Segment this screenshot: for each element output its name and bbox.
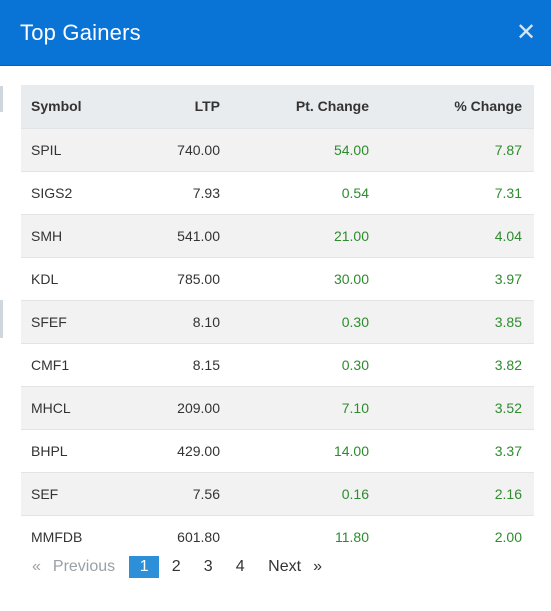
pct-change-cell: 4.04 (494, 227, 522, 244)
symbol-cell: SFEF (31, 313, 67, 330)
pt-change-cell: 0.30 (341, 313, 369, 330)
symbol-cell: CMF1 (31, 356, 70, 373)
column-header-pct-change[interactable]: % Change (454, 98, 522, 115)
table-row[interactable]: MHCL 209.00 7.10 3.52 (21, 386, 534, 429)
table-row[interactable]: SMH 541.00 21.00 4.04 (21, 214, 534, 257)
symbol-cell: MMFDB (31, 528, 83, 545)
ltp-cell: 7.56 (192, 485, 220, 502)
ltp-cell: 785.00 (177, 270, 220, 287)
column-header-pt-change[interactable]: Pt. Change (295, 98, 369, 115)
symbol-cell: BHPL (31, 442, 68, 459)
symbol-cell: SPIL (31, 141, 62, 158)
pct-change-cell: 3.85 (494, 313, 522, 330)
pt-change-cell: 54.00 (333, 141, 369, 158)
pagination: « Previous 1 2 3 4 Next » (32, 556, 322, 578)
pct-change-cell: 3.82 (494, 356, 522, 373)
symbol-cell: SEF (31, 485, 59, 502)
table-row[interactable]: KDL 785.00 30.00 3.97 (21, 257, 534, 300)
page-1-link[interactable]: 1 (129, 556, 160, 578)
symbol-cell: KDL (31, 270, 59, 287)
ltp-cell: 8.10 (192, 313, 220, 330)
table-row[interactable]: SFEF 8.10 0.30 3.85 (21, 300, 534, 343)
previous-arrow-icon: « (32, 558, 41, 575)
table-row[interactable]: SEF 7.56 0.16 2.16 (21, 472, 534, 515)
pt-change-cell: 14.00 (333, 442, 369, 459)
close-icon[interactable]: ✕ (516, 19, 537, 46)
ltp-cell: 429.00 (177, 442, 220, 459)
background-edge (0, 86, 3, 112)
table-header-row: Symbol LTP Pt. Change % Change (21, 85, 534, 128)
table-row[interactable]: SPIL 740.00 54.00 7.87 (21, 128, 534, 171)
pt-change-cell: 30.00 (333, 270, 369, 287)
gainers-table: Symbol LTP Pt. Change % Change SPIL 740.0… (21, 85, 534, 558)
ltp-cell: 740.00 (177, 141, 220, 158)
modal-title: Top Gainers (20, 20, 141, 45)
pt-change-cell: 11.80 (335, 528, 369, 545)
previous-page-link[interactable]: Previous (52, 558, 116, 575)
pt-change-cell: 21.00 (333, 227, 369, 244)
table-row[interactable]: BHPL 429.00 14.00 3.37 (21, 429, 534, 472)
pct-change-cell: 7.87 (494, 141, 522, 158)
pt-change-cell: 0.30 (341, 356, 369, 373)
next-page-link[interactable]: Next (268, 558, 302, 575)
pct-change-cell: 7.31 (494, 184, 522, 201)
table-row[interactable]: MMFDB 601.80 11.80 2.00 (21, 515, 534, 558)
symbol-cell: MHCL (31, 399, 71, 416)
pct-change-cell: 2.00 (494, 528, 522, 545)
symbol-cell: SIGS2 (31, 184, 73, 201)
symbol-cell: SMH (31, 227, 63, 244)
column-header-symbol[interactable]: Symbol (31, 98, 82, 115)
ltp-cell: 7.93 (192, 184, 220, 201)
column-header-ltp[interactable]: LTP (194, 98, 220, 115)
pt-change-cell: 7.10 (341, 399, 369, 416)
background-edge (0, 300, 3, 338)
next-arrow-icon[interactable]: » (313, 558, 322, 575)
page-3-link[interactable]: 3 (203, 558, 213, 575)
ltp-cell: 601.80 (177, 528, 220, 545)
pt-change-cell: 0.16 (341, 485, 369, 502)
page-4-link[interactable]: 4 (235, 558, 245, 575)
pct-change-cell: 2.16 (494, 485, 522, 502)
table-row[interactable]: SIGS2 7.93 0.54 7.31 (21, 171, 534, 214)
modal-header: Top Gainers ✕ (0, 0, 551, 66)
pct-change-cell: 3.52 (494, 399, 522, 416)
pct-change-cell: 3.37 (494, 442, 522, 459)
pt-change-cell: 0.54 (341, 184, 369, 201)
pct-change-cell: 3.97 (494, 270, 522, 287)
ltp-cell: 209.00 (177, 399, 220, 416)
page-2-link[interactable]: 2 (171, 558, 181, 575)
table-row[interactable]: CMF1 8.15 0.30 3.82 (21, 343, 534, 386)
ltp-cell: 541.00 (177, 227, 220, 244)
ltp-cell: 8.15 (192, 356, 220, 373)
